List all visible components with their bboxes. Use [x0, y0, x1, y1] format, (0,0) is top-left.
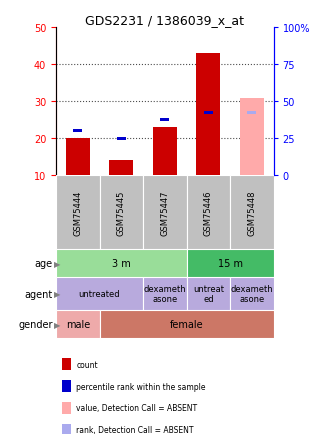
Bar [240, 98, 264, 176]
Text: ▶: ▶ [54, 259, 61, 268]
Bar [56, 250, 187, 278]
Bar [230, 278, 274, 310]
Text: GSM75445: GSM75445 [117, 190, 126, 235]
Bar [230, 176, 274, 250]
Bar [247, 112, 256, 115]
Text: dexameth
asone: dexameth asone [230, 284, 273, 304]
Text: GSM75446: GSM75446 [204, 190, 213, 235]
Bar [187, 250, 274, 278]
Text: dexameth
asone: dexameth asone [143, 284, 186, 304]
Bar [143, 176, 187, 250]
Bar [56, 310, 100, 339]
Bar [109, 161, 133, 176]
Text: untreated: untreated [79, 289, 120, 299]
Text: ▶: ▶ [54, 289, 61, 299]
Bar [56, 278, 143, 310]
Text: percentile rank within the sample: percentile rank within the sample [76, 382, 206, 391]
Text: agent: agent [25, 289, 53, 299]
Bar [143, 278, 187, 310]
Text: rank, Detection Call = ABSENT: rank, Detection Call = ABSENT [76, 425, 194, 434]
Text: age: age [35, 259, 53, 269]
Bar [153, 128, 177, 176]
Bar [117, 137, 126, 141]
Text: count: count [76, 360, 98, 369]
Bar [187, 176, 230, 250]
Text: GSM75448: GSM75448 [247, 190, 256, 235]
Bar [100, 176, 143, 250]
Text: untreat
ed: untreat ed [193, 284, 224, 304]
Title: GDS2231 / 1386039_x_at: GDS2231 / 1386039_x_at [85, 14, 244, 27]
Bar [56, 176, 100, 250]
Text: 15 m: 15 m [218, 259, 243, 269]
Text: female: female [170, 319, 204, 329]
Bar [187, 278, 230, 310]
Text: ▶: ▶ [54, 320, 61, 329]
Bar [73, 130, 82, 133]
Bar [66, 139, 90, 176]
Text: GSM75444: GSM75444 [73, 190, 82, 235]
Text: value, Detection Call = ABSENT: value, Detection Call = ABSENT [76, 404, 197, 412]
Bar [196, 54, 220, 176]
Text: gender: gender [18, 319, 53, 329]
Text: male: male [66, 319, 90, 329]
Bar [100, 310, 274, 339]
Text: 3 m: 3 m [112, 259, 131, 269]
Bar [204, 112, 213, 115]
Bar [160, 119, 169, 122]
Text: GSM75447: GSM75447 [160, 190, 169, 235]
